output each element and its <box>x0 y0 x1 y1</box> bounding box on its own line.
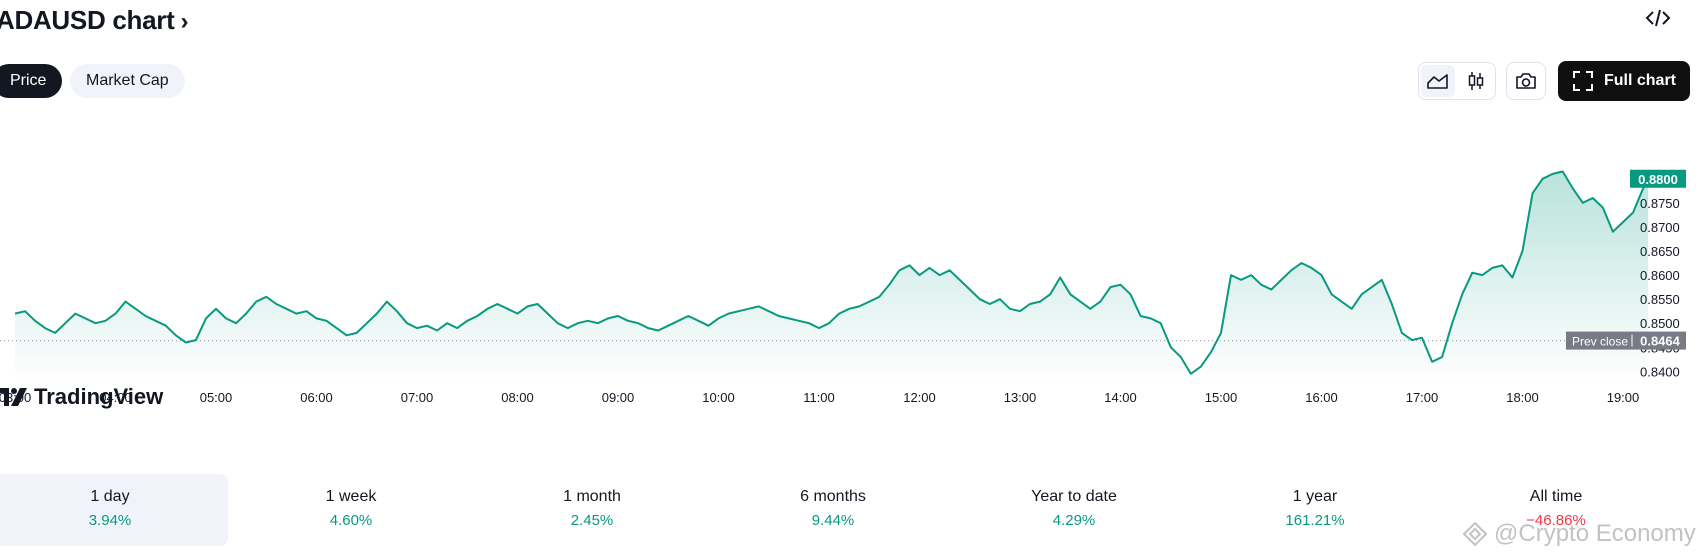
tab-price[interactable]: Price <box>0 64 63 98</box>
range-label: 6 months <box>800 488 866 505</box>
price-series-line <box>14 170 1649 375</box>
range-label: 1 month <box>563 488 621 505</box>
x-tick-label: 06:00 <box>300 390 333 405</box>
range-2[interactable]: 1 month 2.45% <box>474 474 710 546</box>
x-tick-label: 08:00 <box>501 390 534 405</box>
range-change: −46.86% <box>1526 512 1586 529</box>
y-tick-label: 0.8400 <box>1640 364 1680 379</box>
range-1[interactable]: 1 week 4.60% <box>233 474 469 546</box>
area-chart-button[interactable] <box>1421 65 1455 97</box>
tradingview-logo-text: TradingView <box>34 384 164 409</box>
x-tick-label: 14:00 <box>1104 390 1137 405</box>
chart-type-toggle <box>1418 62 1496 100</box>
x-tick-label: 16:00 <box>1305 390 1338 405</box>
candlestick-button[interactable] <box>1459 65 1493 97</box>
expand-corners-icon <box>1572 71 1593 91</box>
chart-axes: 0.8750 0.8700 0.8650 0.8600 0.8550 0.8500 0.84… <box>0 169 1686 405</box>
page-title[interactable]: ADAUSD chart › <box>0 0 188 40</box>
chart-area <box>0 170 1656 382</box>
tab-market-cap[interactable]: Market Cap <box>70 64 185 98</box>
current-price-badge <box>1630 169 1686 188</box>
current-price-label: 0.8800 <box>1638 172 1678 187</box>
range-change: 4.29% <box>1052 512 1096 529</box>
x-tick-label: 09:00 <box>602 390 635 405</box>
prev-close-value: 0.8464 <box>1640 334 1681 349</box>
snapshot-group <box>1506 62 1546 100</box>
y-tick-label: 0.8650 <box>1640 244 1680 259</box>
x-tick-label: 19:00 <box>1607 390 1640 405</box>
prev-close-text: Prev close <box>1572 335 1628 349</box>
full-chart-button[interactable]: Full chart <box>1558 61 1690 101</box>
range-label: 1 year <box>1292 488 1338 505</box>
range-6[interactable]: All time −46.86% <box>1438 474 1674 546</box>
x-tick-label: 05:00 <box>200 390 233 405</box>
code-brackets-icon[interactable] <box>1644 6 1672 30</box>
x-tick-label: 10:00 <box>702 390 735 405</box>
range-label: 1 week <box>325 488 377 505</box>
watermark: @Crypto Economy <box>1462 520 1696 548</box>
price-chart[interactable]: 0.8750 0.8700 0.8650 0.8600 0.8550 0.8500 0.84… <box>0 110 1698 450</box>
snapshot-button[interactable] <box>1508 65 1544 97</box>
area-chart-icon <box>1427 74 1448 89</box>
candlestick-icon <box>1468 72 1484 90</box>
price-area-fill <box>15 171 1649 382</box>
tradingview-logo[interactable]: TradingView <box>0 384 163 410</box>
range-label: Year to date <box>1031 488 1117 505</box>
y-tick-label: 0.8600 <box>1640 268 1680 283</box>
range-label: All time <box>1529 488 1583 505</box>
x-tick-label: 13:00 <box>1004 390 1037 405</box>
x-tick-label: 18:00 <box>1506 390 1539 405</box>
x-tick-label: 07:00 <box>401 390 434 405</box>
chevron-right-icon: › <box>180 8 189 35</box>
x-tick-label: 04:00 <box>99 390 132 405</box>
range-3[interactable]: 6 months 9.44% <box>715 474 951 546</box>
range-change: 2.45% <box>570 512 614 529</box>
range-change: 9.44% <box>811 512 855 529</box>
x-tick-label: 17:00 <box>1406 390 1439 405</box>
diamond-logo-icon <box>1462 521 1488 547</box>
chart-title: ADAUSD chart <box>0 5 175 35</box>
range-0[interactable]: 1 day 3.94% <box>0 474 228 546</box>
x-tick-label: 12:00 <box>903 390 936 405</box>
full-chart-label: Full chart <box>1603 72 1676 89</box>
x-tick-label: 11:00 <box>803 390 835 405</box>
y-tick-label: 0.8700 <box>1640 220 1680 235</box>
watermark-text: @Crypto Economy <box>1494 520 1696 547</box>
tradingview-logo-icon <box>0 388 27 406</box>
y-tick-label: 0.8750 <box>1640 196 1680 211</box>
range-4[interactable]: Year to date 4.29% <box>956 474 1192 546</box>
range-change: 3.94% <box>88 512 132 529</box>
prev-close-badge <box>1566 331 1686 350</box>
y-tick-label: 0.8500 <box>1640 316 1680 331</box>
range-selector: 1 day 3.94% 1 week 4.60% 1 month 2.45% 6 month… <box>0 474 1692 546</box>
range-label: 1 day <box>90 488 130 505</box>
y-tick-label: 0.8550 <box>1640 292 1680 307</box>
range-change: 4.60% <box>329 512 373 529</box>
x-tick-label: 15:00 <box>1205 390 1238 405</box>
range-5[interactable]: 1 year 161.21% <box>1197 474 1433 546</box>
range-change: 161.21% <box>1285 512 1345 529</box>
camera-icon <box>1516 73 1536 89</box>
